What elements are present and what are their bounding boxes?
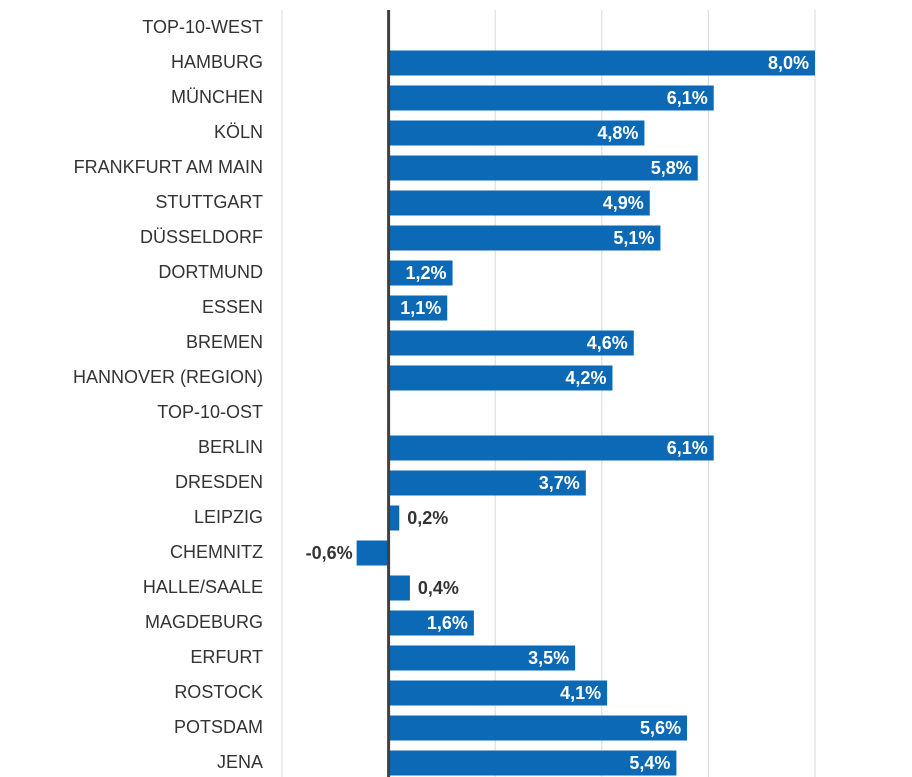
value-label: 3,5% [528, 648, 569, 668]
value-label: 0,2% [407, 508, 448, 528]
category-label: ESSEN [202, 297, 263, 317]
bar [388, 680, 608, 706]
value-label: 1,1% [400, 298, 441, 318]
bar [388, 470, 586, 496]
category-label: DRESDEN [175, 472, 263, 492]
category-label: ROSTOCK [174, 682, 263, 702]
category-label: LEIPZIG [194, 507, 263, 527]
value-label: 5,4% [629, 753, 670, 773]
value-label: 3,7% [539, 473, 580, 493]
value-label: 6,1% [667, 88, 708, 108]
category-label: HALLE/SAALE [143, 577, 263, 597]
category-label: MAGDEBURG [145, 612, 263, 632]
value-label: 4,1% [560, 683, 601, 703]
value-label: 5,8% [651, 158, 692, 178]
category-label: ERFURT [190, 647, 263, 667]
bar [388, 190, 650, 216]
bar [388, 645, 576, 671]
category-label: POTSDAM [174, 717, 263, 737]
bar [388, 295, 448, 321]
value-label: 8,0% [768, 53, 809, 73]
bar [388, 365, 613, 391]
bar [388, 120, 645, 146]
category-label: MÜNCHEN [171, 87, 263, 107]
category-label: DORTMUND [158, 262, 263, 282]
bar [388, 50, 815, 76]
bar [388, 575, 410, 601]
bar [388, 225, 661, 251]
category-label: BREMEN [186, 332, 263, 352]
category-label: TOP-10-OST [157, 402, 263, 422]
category-label: HANNOVER (REGION) [73, 367, 263, 387]
bar [388, 260, 453, 286]
value-label: 5,1% [613, 228, 654, 248]
category-label: KÖLN [214, 122, 263, 142]
bar [388, 155, 698, 181]
category-label: BERLIN [198, 437, 263, 457]
bar [388, 85, 714, 111]
bar [388, 505, 400, 531]
category-label: CHEMNITZ [170, 542, 263, 562]
value-label: 4,2% [565, 368, 606, 388]
bar [388, 330, 634, 356]
category-label: TOP-10-WEST [142, 17, 263, 37]
value-label: 0,4% [418, 578, 459, 598]
value-label: 5,6% [640, 718, 681, 738]
bar [388, 715, 688, 741]
category-label: JENA [217, 752, 263, 772]
category-label: FRANKFURT AM MAIN [74, 157, 263, 177]
value-label: 1,2% [406, 263, 447, 283]
bar [356, 540, 389, 566]
value-label: 6,1% [667, 438, 708, 458]
bar [388, 750, 677, 776]
value-label: -0,6% [306, 543, 353, 563]
category-label: STUTTGART [155, 192, 263, 212]
value-label: 4,9% [603, 193, 644, 213]
value-label: 1,6% [427, 613, 468, 633]
category-label: HAMBURG [171, 52, 263, 72]
bar [388, 435, 714, 461]
value-label: 4,8% [597, 123, 638, 143]
bar [388, 610, 474, 636]
category-label: DÜSSELDORF [140, 227, 263, 247]
value-label: 4,6% [587, 333, 628, 353]
